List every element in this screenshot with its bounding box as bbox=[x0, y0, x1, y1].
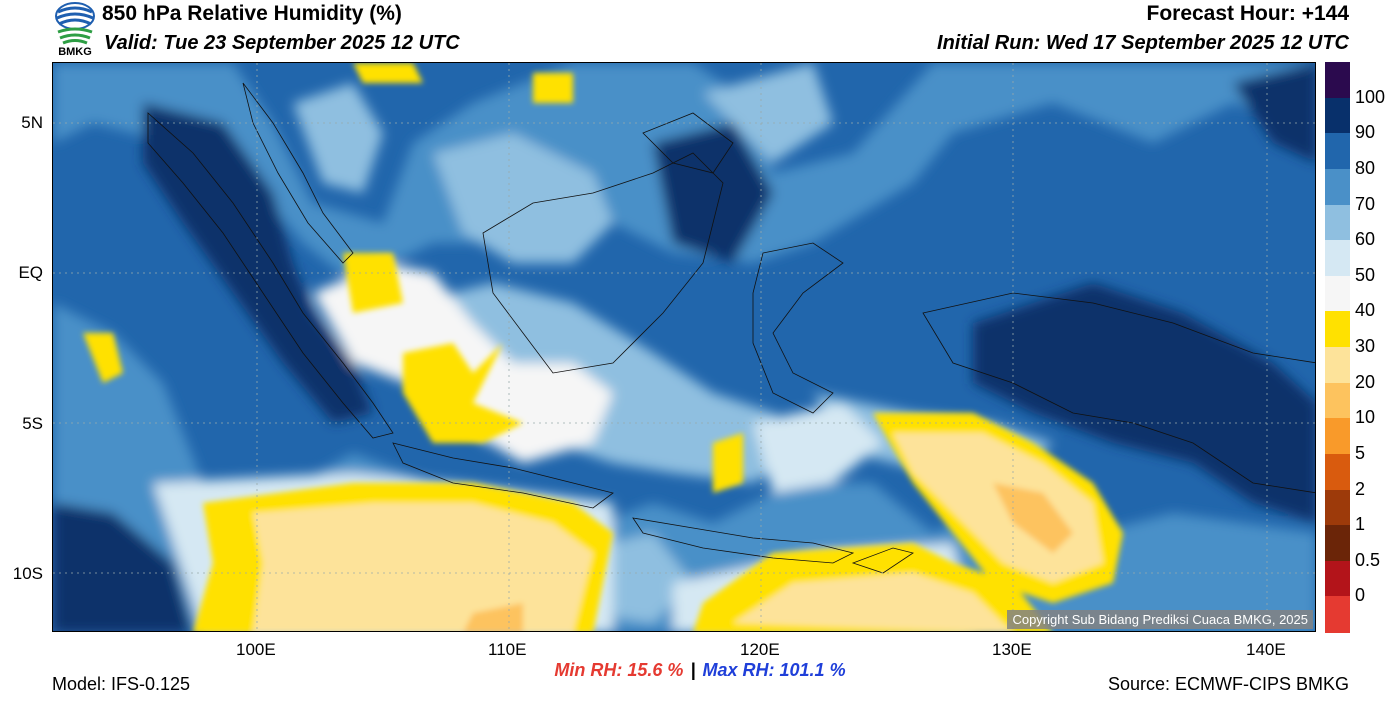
humidity-30-north-patch bbox=[533, 73, 573, 103]
humidity-30-west-patch bbox=[83, 333, 123, 383]
humidity-20-timor-sea bbox=[733, 573, 1011, 631]
nusa-tenggara-coast bbox=[632, 517, 855, 564]
colorbar-segment bbox=[1325, 382, 1350, 419]
valid-time: Valid: Tue 23 September 2025 12 UTC bbox=[104, 32, 460, 54]
colorbar-segment bbox=[1325, 560, 1350, 597]
humidity-30-sulawesi-patch bbox=[713, 433, 743, 493]
sumatra-coast bbox=[147, 112, 394, 439]
colorbar-label: 50 bbox=[1355, 264, 1376, 285]
copyright-note: Copyright Sub Bidang Prediksi Cuaca BMKG… bbox=[1007, 610, 1313, 629]
lon-label-120e: 120E bbox=[740, 640, 780, 659]
lon-label-110e: 110E bbox=[488, 640, 527, 659]
colorbar-segment bbox=[1325, 311, 1350, 348]
lon-label-130e: 130E bbox=[992, 640, 1032, 659]
rh-stats: Min RH: 15.6 % | Max RH: 101.1 % bbox=[0, 660, 1400, 681]
new-guinea-coast bbox=[922, 292, 1315, 494]
timor-coast bbox=[851, 547, 914, 574]
graticule bbox=[53, 63, 1315, 631]
humidity-10-arafura bbox=[993, 483, 1073, 553]
colorbar-label: 40 bbox=[1355, 300, 1376, 321]
colorbar-label: 0 bbox=[1355, 585, 1366, 606]
humidity-30-sumatra-patch bbox=[343, 253, 403, 313]
colorbar-label: 30 bbox=[1355, 336, 1376, 356]
min-rh: Min RH: 15.6 % bbox=[554, 660, 684, 680]
lon-label-100e: 100E bbox=[236, 640, 276, 659]
lat-label-eq: EQ bbox=[18, 263, 43, 282]
sulawesi-coast bbox=[752, 242, 844, 414]
model-label: Model: IFS-0.125 bbox=[52, 674, 191, 694]
bmkg-logo: BMKG bbox=[52, 2, 98, 60]
lat-label-5s: 5S bbox=[22, 414, 43, 433]
humidity-90-northeast bbox=[1233, 63, 1315, 163]
colorbar-segment bbox=[1325, 240, 1350, 277]
colorbar-segment bbox=[1325, 204, 1350, 241]
humidity-30-java-sea-patch bbox=[403, 343, 523, 443]
humidity-90-east bbox=[973, 283, 1315, 523]
humidity-10-south-patch bbox=[464, 603, 523, 631]
colorbar-segment bbox=[1325, 97, 1350, 134]
humidity-90-southwest bbox=[53, 503, 193, 631]
colorbar-label: 20 bbox=[1355, 371, 1376, 392]
humidity-50-flores bbox=[753, 403, 883, 493]
colorbar-label: 1 bbox=[1355, 514, 1366, 535]
colorbar-label: 60 bbox=[1355, 229, 1376, 250]
source-label: Source: ECMWF-CIPS BMKG bbox=[1107, 674, 1349, 694]
logo-text: BMKG bbox=[58, 46, 92, 58]
humidity-60-north-sea bbox=[703, 63, 833, 163]
colorbar-segment bbox=[1325, 347, 1350, 384]
colorbar-segment bbox=[1325, 62, 1350, 99]
colorbar-label: 80 bbox=[1355, 157, 1376, 178]
colorbar-label: 70 bbox=[1355, 193, 1376, 214]
borneo-coast bbox=[482, 152, 724, 374]
colorbar-label: 10 bbox=[1355, 407, 1376, 428]
colorbar-segment bbox=[1325, 596, 1350, 633]
lon-label-140e: 140E bbox=[1246, 640, 1286, 659]
initial-run: Initial Run: Wed 17 September 2025 12 UT… bbox=[937, 32, 1349, 54]
mindanao-coast bbox=[642, 112, 734, 174]
colorbar-segment bbox=[1325, 418, 1350, 455]
colorbar-label: 100 bbox=[1355, 86, 1386, 107]
colorbar-label: 90 bbox=[1355, 122, 1376, 143]
colorbar-segment bbox=[1325, 275, 1350, 312]
map-title: 850 hPa Relative Humidity (%) bbox=[102, 2, 402, 25]
humidity-90-sumatra bbox=[143, 103, 373, 423]
humidity-60-malay bbox=[293, 83, 383, 193]
stats-separator: | bbox=[690, 660, 696, 680]
colorbar-segment bbox=[1325, 168, 1350, 205]
max-rh: Max RH: 101.1 % bbox=[702, 660, 846, 680]
malay-peninsula-coast bbox=[242, 82, 354, 264]
humidity-map: Copyright Sub Bidang Prediksi Cuaca BMKG… bbox=[52, 62, 1316, 632]
colorbar bbox=[1325, 62, 1350, 633]
colorbar-segment bbox=[1325, 453, 1350, 490]
java-coast bbox=[392, 442, 614, 509]
coastlines bbox=[147, 82, 1315, 574]
humidity-field bbox=[53, 63, 1315, 631]
colorbar-segment bbox=[1325, 525, 1350, 562]
colorbar-segment bbox=[1325, 489, 1350, 526]
colorbar-label: 0.5 bbox=[1355, 549, 1381, 570]
colorbar-segment bbox=[1325, 133, 1350, 170]
colorbar-label: 2 bbox=[1355, 478, 1366, 499]
colorbar-label: 5 bbox=[1355, 442, 1366, 463]
lat-label-5n: 5N bbox=[21, 113, 43, 132]
humidity-60-borneo-north bbox=[433, 133, 613, 263]
lat-label-10s: 10S bbox=[12, 564, 43, 583]
humidity-20-indian-ocean bbox=[253, 503, 593, 631]
forecast-hour: Forecast Hour: +144 bbox=[1146, 2, 1350, 25]
humidity-30-top-patch bbox=[353, 63, 423, 83]
